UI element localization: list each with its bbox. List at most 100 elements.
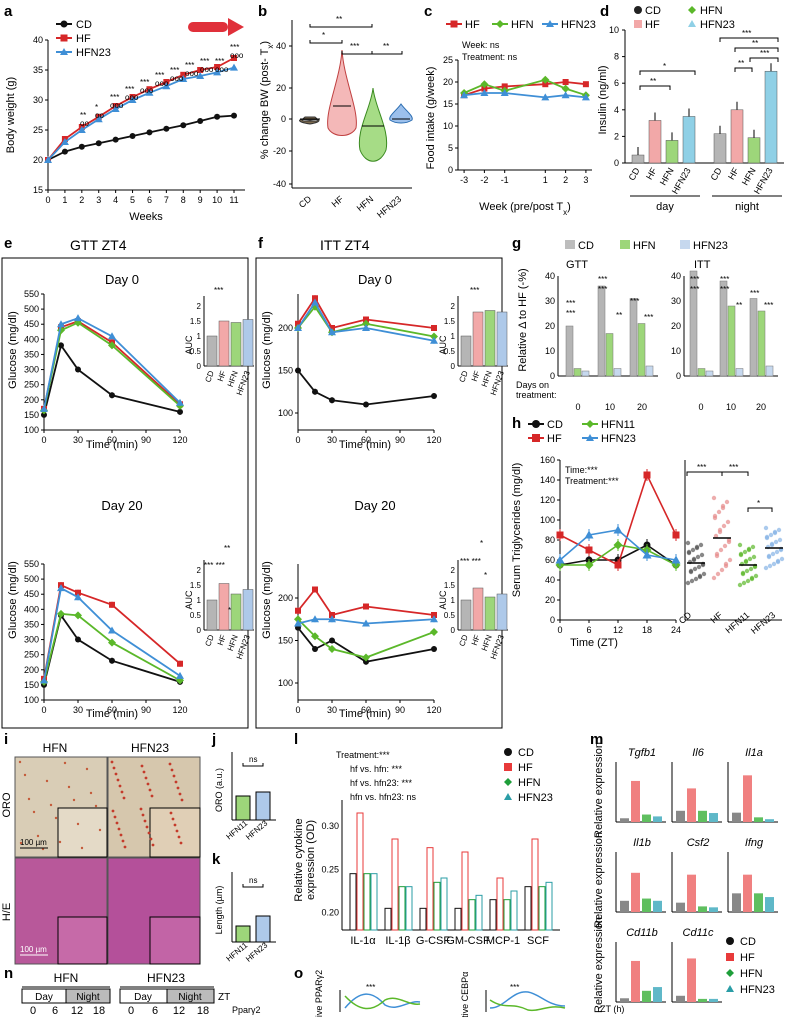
line-hfn: [43, 612, 181, 683]
g-itt-bar: [719, 280, 728, 377]
n-time: 12: [173, 1005, 185, 1017]
svg-text:Relative cytokine: Relative cytokine: [293, 818, 305, 901]
g-itt-bar: [749, 298, 758, 377]
x-tick-label: -1: [501, 175, 509, 185]
x-tick-label: 120: [172, 435, 187, 445]
y-tick-label: 200: [278, 593, 293, 603]
point-hfn23: [362, 324, 370, 331]
panel-o-letter: o: [294, 965, 303, 982]
point-cd: [214, 113, 221, 120]
g-itt-bar: [727, 305, 736, 377]
point-hfn23: [108, 332, 116, 340]
dot: [693, 576, 699, 582]
m-bar: [620, 818, 629, 822]
svg-text:CD: CD: [578, 240, 594, 252]
g-itt-bar: [735, 368, 744, 377]
point-hf: [672, 531, 680, 539]
y-tick-label: 40: [33, 35, 43, 45]
svg-text:Days on: Days on: [516, 380, 549, 390]
c-series: 0 5 10 15 20 25 -3 -2 -1 1 2 3: [443, 55, 590, 185]
point-hfn23: [581, 93, 590, 101]
l-bar: [468, 899, 476, 931]
y-tick-label: 400: [24, 604, 39, 614]
a-series: 15 20 25 30 35 40 0 1 2 3 4 5 6 7 8 9 10 11: [33, 35, 239, 205]
point-hfn23: [40, 404, 48, 412]
panel-h-letter: h: [512, 415, 521, 432]
x-tick-label: 60: [107, 435, 117, 445]
point-hfn: [328, 645, 336, 653]
svg-text:Treatment:***: Treatment:***: [565, 476, 619, 486]
d-ylabel: Insulin (ng/ml): [597, 65, 609, 134]
g-gtt-bar: [637, 323, 646, 377]
svg-text:100 µm: 100 µm: [20, 838, 47, 847]
panel-f-letter: f: [258, 235, 264, 252]
dot: [722, 543, 728, 549]
dot: [695, 554, 701, 560]
e-xlabel-0: Time (min): [86, 439, 138, 451]
dot: [686, 550, 692, 556]
svg-text:HF: HF: [709, 610, 725, 626]
m-bar: [698, 810, 707, 822]
y-tick-label: 0: [281, 114, 286, 124]
oro-droplet: [119, 833, 123, 837]
g-y-tick: 30: [671, 296, 681, 306]
point-hf: [312, 295, 318, 302]
violin-hf: [327, 49, 357, 136]
f-day0-chart: 100 150 200 0 30 60 90 120: [278, 294, 442, 445]
oro-droplet: [172, 774, 176, 778]
oro-droplet: [139, 807, 143, 811]
y-tick-label: 200: [278, 323, 293, 333]
n-time: 0: [30, 1005, 36, 1017]
svg-text:Relative expression: Relative expression: [593, 742, 605, 838]
c-legend-hfn: HFN: [511, 19, 534, 31]
y-tick-label: 120: [540, 495, 555, 505]
point-hf: [585, 546, 593, 554]
m-bar: [765, 897, 774, 912]
auc-bar-cd: [460, 599, 472, 631]
y-tick-label: 30: [33, 95, 43, 105]
x-tick-label: 5: [130, 195, 135, 205]
panel-c: c Food intake (g/week) Week (pre/post Tx…: [424, 3, 596, 217]
l-bar: [489, 899, 497, 931]
dot: [689, 578, 695, 584]
svg-text:10: 10: [726, 402, 736, 412]
y-tick-label: 450: [24, 589, 39, 599]
oro-droplet: [113, 815, 117, 819]
c-stat-week: Week: ns: [462, 40, 500, 50]
point-hf: [643, 471, 651, 479]
k-bar-hfn11: [235, 925, 251, 943]
panel-j-letter: j: [211, 731, 216, 748]
g-y-tick: 0: [550, 371, 555, 381]
svg-text:***: ***: [110, 93, 119, 102]
svg-text:***: ***: [510, 983, 519, 992]
b-xticks: CD HF HFN HFN23: [297, 194, 403, 220]
point-hfn: [541, 75, 550, 84]
panel-e-letter: e: [4, 235, 12, 252]
oro-droplet: [140, 764, 144, 768]
svg-text:*: *: [480, 539, 483, 548]
l-y-tick: 0.25: [321, 864, 339, 874]
svg-text:ooo: ooo: [155, 79, 169, 88]
line-hfn23: [463, 92, 587, 99]
oro-droplet: [174, 780, 178, 784]
x-tick-label: 6: [586, 625, 591, 635]
point-hf: [214, 64, 221, 70]
x-tick-label: 0: [45, 195, 50, 205]
n-time-labels: 0 6 12 18 0 6 12 18: [30, 1005, 209, 1017]
y-tick-label: 300: [24, 635, 39, 645]
point-cd: [363, 401, 369, 408]
auc-y-label: 0: [451, 362, 456, 371]
oro-droplet: [171, 817, 175, 821]
svg-text:Day: Day: [134, 992, 152, 1003]
svg-text:HFN: HFN: [43, 741, 68, 755]
point-hfn23: [176, 671, 184, 679]
auc-y-label: 2: [197, 566, 202, 575]
auc-y-label: 1: [451, 332, 456, 341]
svg-text:*: *: [757, 499, 760, 508]
x-tick-label: 7: [164, 195, 169, 205]
oro-hfn-inset: [57, 807, 108, 858]
x-tick-label: -3: [460, 175, 468, 185]
line-hf: [559, 472, 677, 567]
g-bars: 0 0 10 10 20 20 30 30 40 40: [545, 270, 774, 381]
g-gtt-bar: [645, 365, 654, 377]
